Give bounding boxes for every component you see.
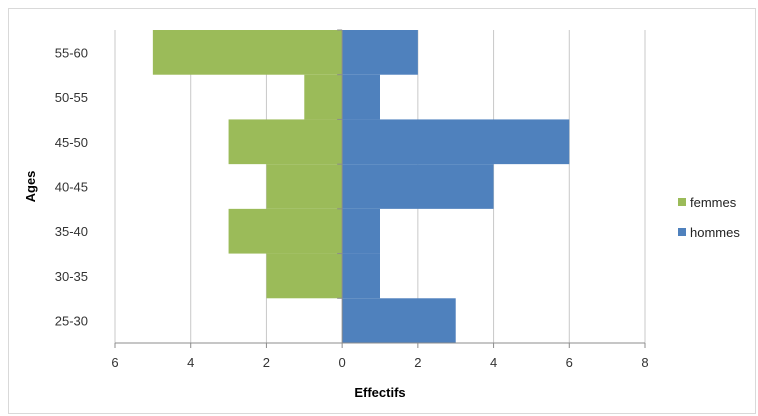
y-tick-label: 30-35 [55, 269, 88, 284]
bars [152, 30, 570, 343]
bar-hommes-25-30 [342, 298, 456, 343]
bar-femmes-50-55 [304, 74, 343, 120]
x-tick-label: 8 [641, 355, 648, 370]
bar-femmes-55-60 [152, 30, 343, 75]
chart-frame [8, 8, 756, 414]
bar-femmes-45-50 [228, 119, 343, 165]
x-axis-title: Effectifs [354, 385, 405, 400]
y-tick-labels: 55-60 50-55 45-50 40-45 35-40 30-35 25-30 [55, 45, 88, 328]
legend-label-femmes: femmes [690, 195, 737, 210]
bar-femmes-35-40 [228, 208, 343, 254]
bar-hommes-35-40 [342, 208, 380, 254]
y-tick-label: 45-50 [55, 135, 88, 150]
legend-swatch-femmes [678, 198, 686, 206]
x-tick-label: 2 [414, 355, 421, 370]
y-axis-title: Ages [23, 171, 38, 203]
x-tick-label: 6 [111, 355, 118, 370]
y-tick-label: 50-55 [55, 90, 88, 105]
bar-femmes-30-35 [266, 253, 343, 299]
x-tick-labels: 6 4 2 0 2 4 6 8 [111, 355, 648, 370]
legend-label-hommes: hommes [690, 225, 740, 240]
bar-hommes-30-35 [342, 253, 380, 299]
y-tick-label: 55-60 [55, 45, 88, 60]
legend-swatch-hommes [678, 228, 686, 236]
y-tick-label: 25-30 [55, 314, 88, 329]
legend: femmes hommes [678, 195, 740, 240]
grid-lines [114, 30, 646, 343]
x-tick-label: 4 [187, 355, 194, 370]
x-tick-label: 2 [263, 355, 270, 370]
x-tick-label: 0 [339, 355, 346, 370]
bar-hommes-55-60 [342, 30, 418, 75]
bar-hommes-45-50 [342, 119, 570, 165]
bar-hommes-50-55 [342, 74, 380, 120]
x-tick-label: 6 [566, 355, 573, 370]
y-tick-label: 40-45 [55, 180, 88, 195]
y-tick-label: 35-40 [55, 224, 88, 239]
axes [114, 29, 646, 348]
x-tick-label: 4 [490, 355, 497, 370]
bar-hommes-40-45 [342, 164, 494, 209]
bar-femmes-40-45 [266, 164, 343, 209]
